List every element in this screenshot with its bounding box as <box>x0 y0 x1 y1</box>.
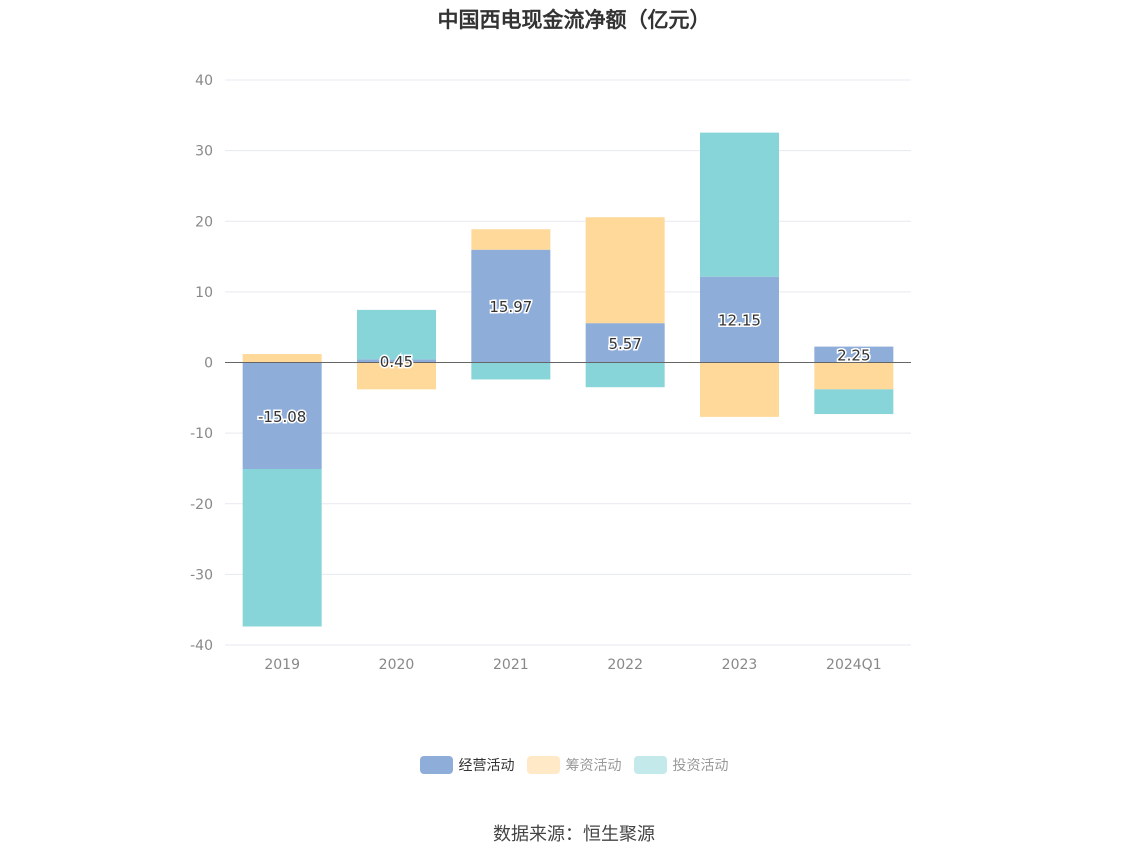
y-tick-label: 10 <box>195 285 213 301</box>
x-tick-label: 2020 <box>379 657 415 673</box>
y-tick-label: 40 <box>195 73 213 89</box>
chart-title: 中国西电现金流净额（亿元） <box>437 8 711 32</box>
legend-label-operating: 经营活动 <box>458 758 515 774</box>
y-tick-label: -20 <box>190 497 213 513</box>
bar-operating <box>700 276 779 363</box>
legend-label-financing: 筹资活动 <box>565 758 622 774</box>
y-tick-label: 20 <box>195 214 213 230</box>
x-tick-label: 2024Q1 <box>826 657 882 673</box>
data-label-operating: 2.25 <box>837 347 870 365</box>
data-label-operating: -15.08 <box>258 408 306 426</box>
bar-operating <box>357 359 436 363</box>
bar-operating <box>585 323 665 363</box>
legend-swatch-operating <box>419 756 453 774</box>
data-label-operating: 12.15 <box>718 312 761 330</box>
legend-item-operating[interactable]: 经营活动 <box>419 755 515 775</box>
data-label-operating: 0.45 <box>380 353 413 371</box>
label-layer: -15.08 0.45 15.97 5.57 12.15 2.25 <box>256 297 872 428</box>
y-tick-label: -10 <box>190 426 213 442</box>
axis-layer: 40 30 20 10 0 -10 -20 -30 -40 2019 2020 2021 2022 202… <box>190 73 911 673</box>
x-tick-label: 2023 <box>722 657 758 673</box>
legend-item-financing[interactable]: 筹资活动 <box>526 755 622 775</box>
legend-item-investing[interactable]: 投资活动 <box>633 755 729 775</box>
data-source: 数据来源：恒生聚源 <box>493 824 655 845</box>
x-tick-label: 2019 <box>264 657 300 673</box>
bar-layer <box>242 132 894 627</box>
data-label-operating: 5.57 <box>608 335 641 353</box>
legend: 经营活动 筹资活动 投资活动 <box>0 755 1148 775</box>
bar-investing <box>700 132 779 277</box>
bar-financing <box>471 229 551 250</box>
legend-swatch-investing <box>633 756 667 774</box>
y-tick-label: 30 <box>195 144 213 160</box>
x-tick-label: 2021 <box>493 657 529 673</box>
y-tick-label: 0 <box>204 356 213 372</box>
bar-investing <box>357 309 436 360</box>
data-label-operating: 15.97 <box>489 298 532 316</box>
bar-operating <box>471 249 551 363</box>
y-tick-label: -30 <box>190 567 213 583</box>
bar-investing <box>471 362 551 380</box>
legend-label-investing: 投资活动 <box>672 758 729 774</box>
legend-swatch-financing <box>526 756 560 774</box>
bar-operating <box>814 346 894 363</box>
bar-financing <box>585 217 665 324</box>
y-tick-label: -40 <box>190 638 213 654</box>
bar-financing <box>357 362 436 390</box>
bar-investing <box>585 362 665 388</box>
bar-investing <box>242 469 322 627</box>
bar-operating <box>242 362 322 470</box>
bar-financing <box>242 354 322 363</box>
grid-layer <box>225 79 911 646</box>
bar-financing <box>814 362 894 390</box>
x-tick-label: 2022 <box>607 657 643 673</box>
cash-flow-chart: 40 30 20 10 0 -10 -20 -30 -40 2019 2020 2021 2022 202… <box>190 73 911 673</box>
bar-investing <box>814 389 894 415</box>
bar-financing <box>700 362 779 417</box>
